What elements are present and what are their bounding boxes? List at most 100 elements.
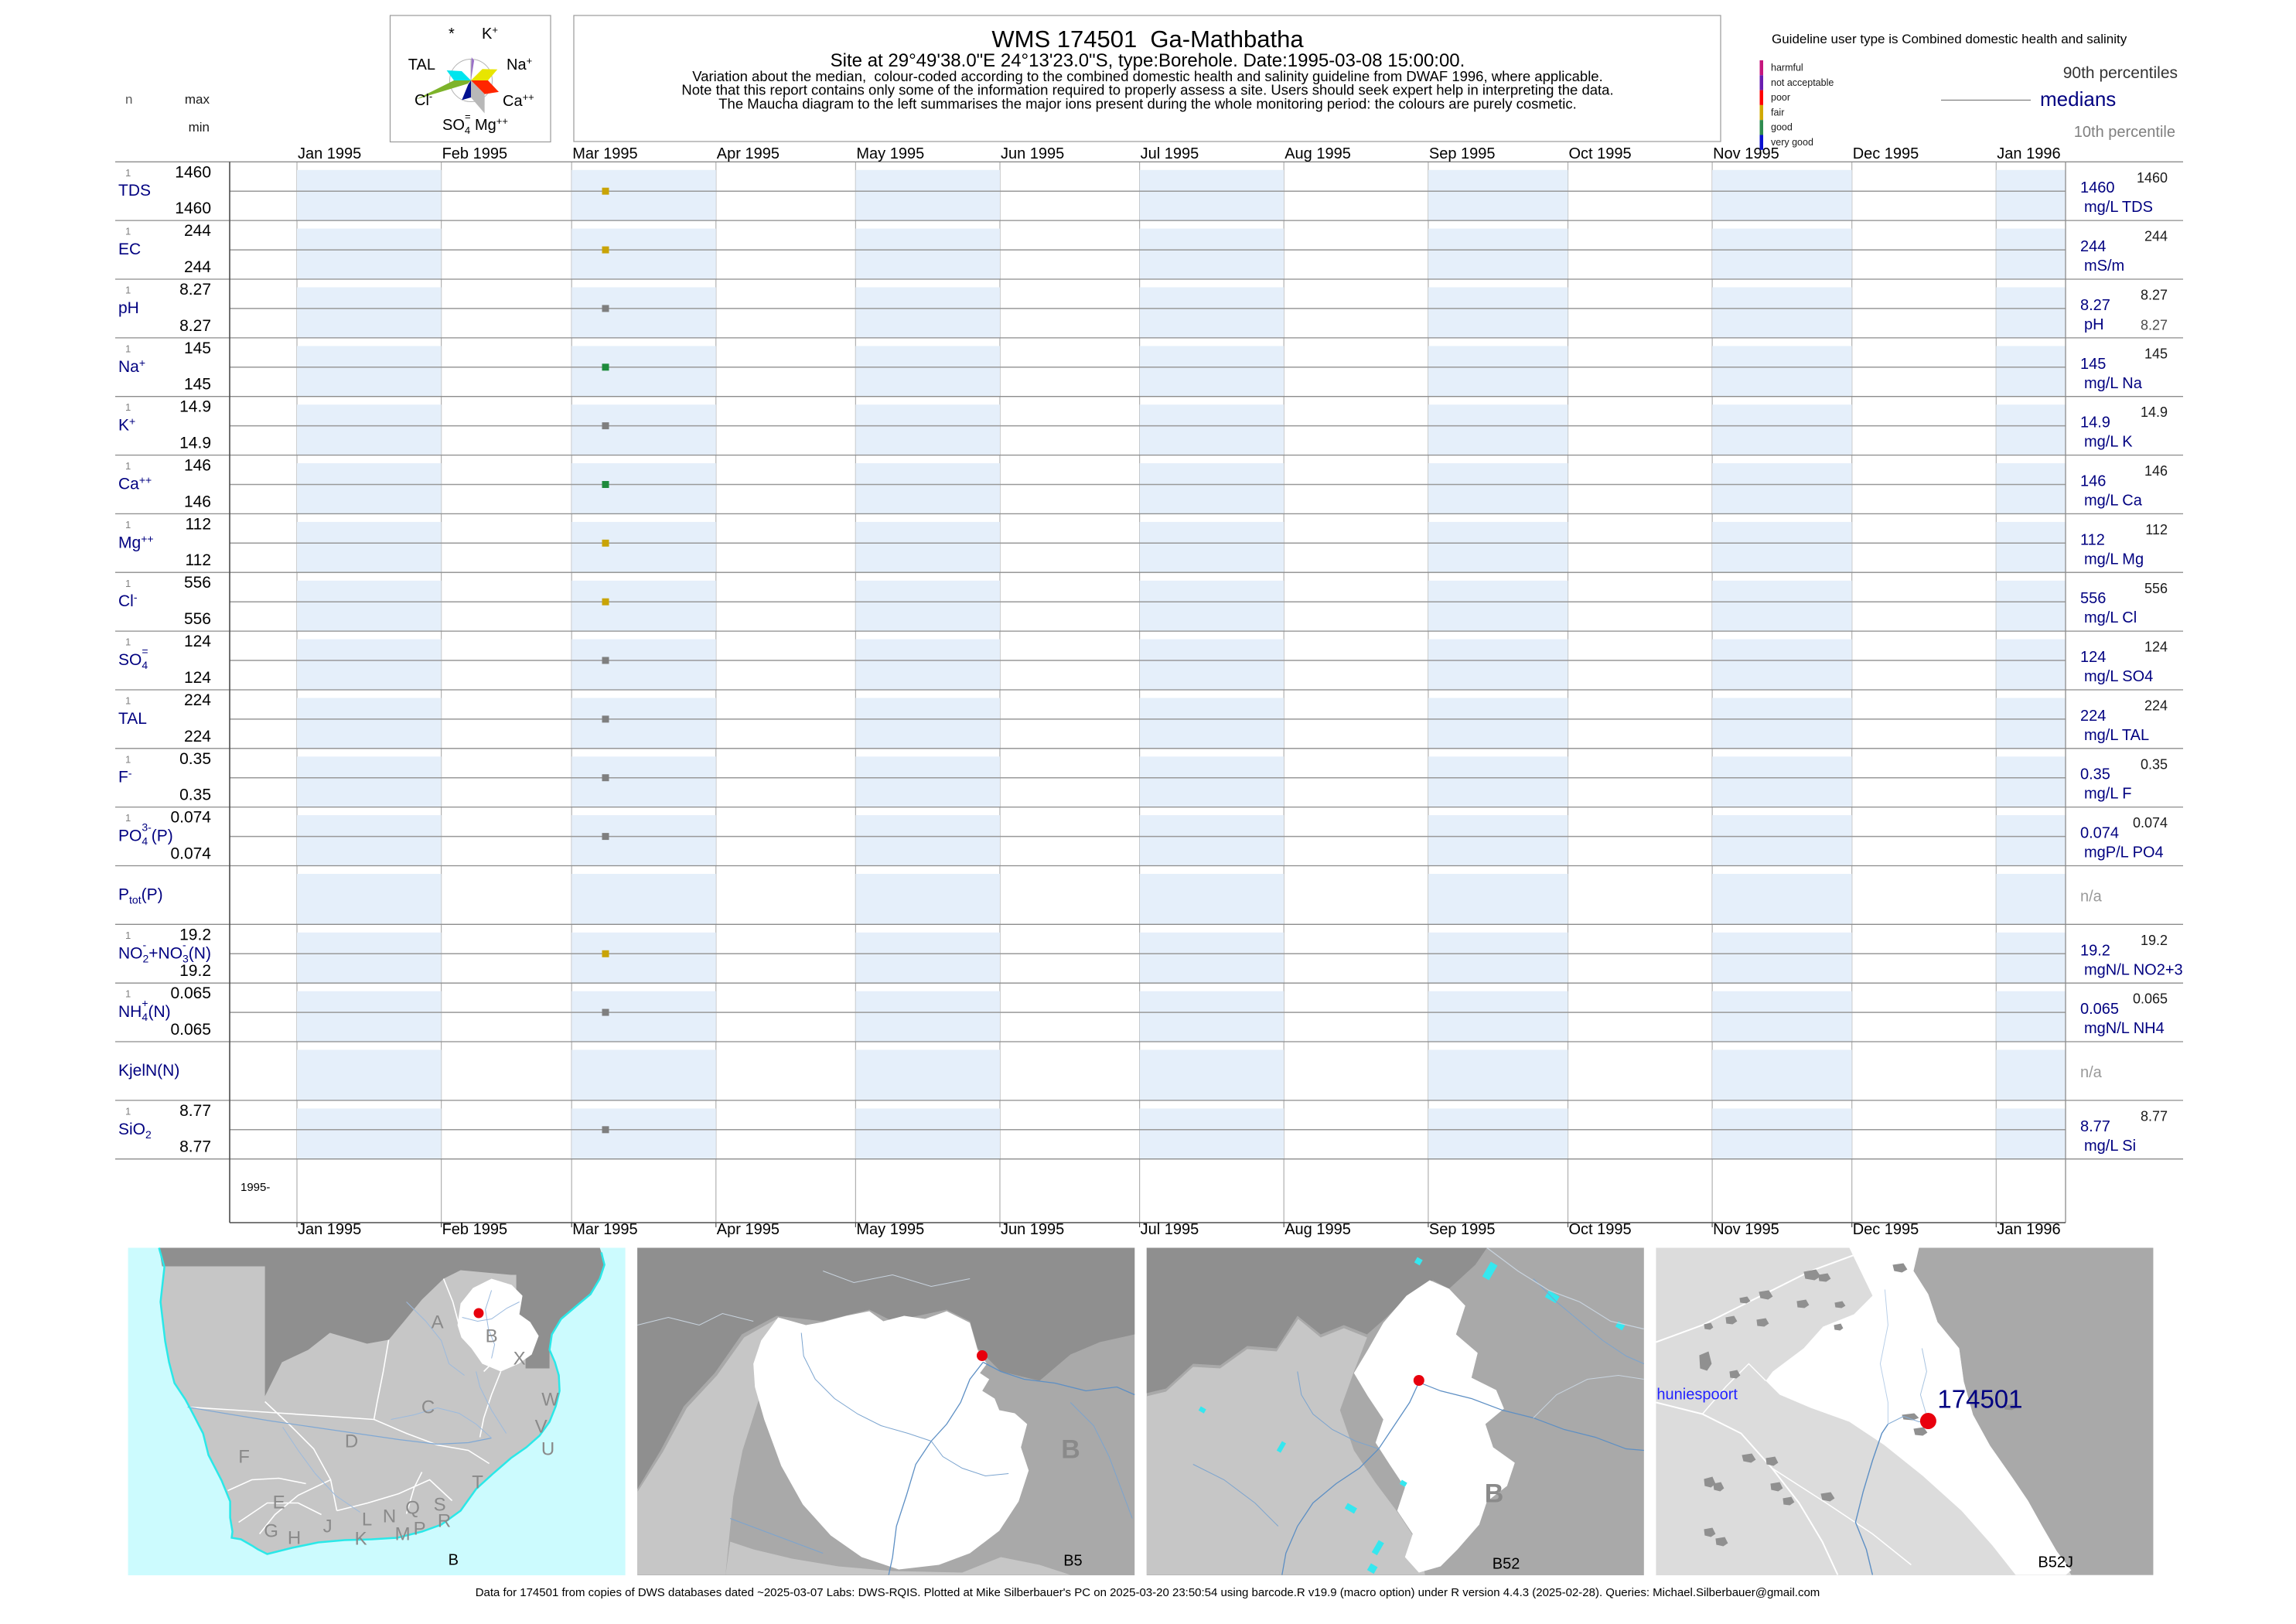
svg-text:112: 112 <box>186 551 211 569</box>
svg-text:224: 224 <box>2080 708 2106 725</box>
svg-text:14.9: 14.9 <box>2141 404 2168 420</box>
svg-text:Jan 1996: Jan 1996 <box>1997 145 2060 162</box>
svg-text:Ca++: Ca++ <box>118 474 152 493</box>
svg-text:1: 1 <box>125 988 131 1000</box>
svg-text:1: 1 <box>125 401 131 413</box>
svg-text:pH: pH <box>2084 316 2104 333</box>
svg-text:NH4+(N): NH4+(N) <box>118 997 171 1023</box>
svg-text:mg/L K: mg/L K <box>2084 434 2133 451</box>
svg-text:Jan 1995: Jan 1995 <box>298 1221 361 1238</box>
svg-text:n/a: n/a <box>2080 1064 2103 1081</box>
svg-text:K+: K+ <box>118 415 135 435</box>
svg-text:1: 1 <box>125 753 131 765</box>
svg-text:1: 1 <box>125 460 131 472</box>
svg-text:KjelN(N): KjelN(N) <box>118 1062 179 1080</box>
svg-text:B: B <box>1061 1435 1080 1465</box>
svg-text:145: 145 <box>184 376 211 394</box>
svg-text:10th percentile: 10th percentile <box>2074 124 2175 141</box>
svg-text:112: 112 <box>2145 522 2168 537</box>
svg-text:F: F <box>238 1447 250 1468</box>
svg-text:mg/L TDS: mg/L TDS <box>2084 199 2153 216</box>
svg-text:1: 1 <box>125 636 131 648</box>
svg-text:Data for 174501 from copies of: Data for 174501 from copies of DWS datab… <box>476 1586 1820 1599</box>
svg-text:14.9: 14.9 <box>2080 415 2110 432</box>
svg-text:May 1995: May 1995 <box>856 1221 924 1238</box>
svg-text:8.77: 8.77 <box>2080 1118 2110 1135</box>
svg-text:Variation about the median, c: Variation about the median, colour-coded… <box>692 68 1602 84</box>
svg-text:0.074: 0.074 <box>170 809 211 827</box>
svg-text:556: 556 <box>184 610 211 628</box>
svg-text:1: 1 <box>125 226 131 237</box>
svg-text:TDS: TDS <box>118 182 151 200</box>
svg-text:Mar 1995: Mar 1995 <box>572 1221 638 1238</box>
svg-text:224: 224 <box>184 691 211 709</box>
svg-text:8.27: 8.27 <box>2141 288 2168 303</box>
svg-text:244: 244 <box>2080 238 2106 255</box>
svg-text:174501: 174501 <box>1937 1385 2022 1414</box>
svg-text:D: D <box>345 1431 358 1452</box>
svg-text:E: E <box>273 1493 285 1513</box>
svg-text:B52: B52 <box>1493 1556 1520 1573</box>
svg-text:14.9: 14.9 <box>179 398 211 416</box>
svg-text:G: G <box>264 1521 278 1542</box>
svg-text:huniespoort: huniespoort <box>1656 1387 1738 1404</box>
svg-text:14.9: 14.9 <box>179 435 211 452</box>
svg-text:1460: 1460 <box>175 163 211 181</box>
svg-text:145: 145 <box>2080 356 2106 373</box>
svg-text:0.065: 0.065 <box>170 984 211 1002</box>
svg-text:Jan 1995: Jan 1995 <box>298 145 361 162</box>
svg-text:Ca++: Ca++ <box>503 91 534 110</box>
svg-text:244: 244 <box>184 258 211 276</box>
svg-text:F-: F- <box>118 767 132 786</box>
svg-text:very good: very good <box>1771 137 1813 148</box>
svg-text:The Maucha diagram to the left: The Maucha diagram to the left summarise… <box>718 96 1577 112</box>
svg-text:SiO2: SiO2 <box>118 1121 152 1141</box>
svg-text:1460: 1460 <box>175 200 211 217</box>
svg-text:Jun 1995: Jun 1995 <box>1001 145 1064 162</box>
svg-text:Na+: Na+ <box>118 357 145 376</box>
svg-text:1460: 1460 <box>2137 170 2168 186</box>
svg-text:Site at 29°49'38.0"E 24°13'23.: Site at 29°49'38.0"E 24°13'23.0"S, type:… <box>831 50 1465 71</box>
svg-text:1995-: 1995- <box>241 1181 270 1194</box>
svg-text:mg/L TAL: mg/L TAL <box>2084 727 2149 744</box>
svg-text:Sep 1995: Sep 1995 <box>1429 145 1496 162</box>
svg-text:TAL: TAL <box>118 710 147 728</box>
svg-text:mg/L Cl: mg/L Cl <box>2084 609 2137 626</box>
svg-text:TAL: TAL <box>408 56 435 73</box>
svg-text:n/a: n/a <box>2080 888 2103 905</box>
svg-text:H: H <box>288 1528 301 1549</box>
svg-text:n: n <box>125 92 132 107</box>
svg-text:90th percentiles: 90th percentiles <box>2063 64 2178 82</box>
svg-text:M: M <box>395 1524 411 1545</box>
svg-text:Oct 1995: Oct 1995 <box>1569 145 1632 162</box>
svg-text:Nov 1995: Nov 1995 <box>1713 1221 1779 1238</box>
svg-text:Mar 1995: Mar 1995 <box>572 145 638 162</box>
svg-text:mgN/L NH4: mgN/L NH4 <box>2084 1020 2165 1037</box>
svg-text:May 1995: May 1995 <box>856 145 924 162</box>
svg-text:Aug 1995: Aug 1995 <box>1284 1221 1351 1238</box>
svg-text:good: good <box>1771 122 1793 133</box>
svg-text:J: J <box>323 1517 333 1537</box>
svg-text:Cl-: Cl- <box>118 591 138 610</box>
svg-text:min: min <box>189 120 210 135</box>
svg-text:1: 1 <box>125 343 131 354</box>
svg-text:Jun 1995: Jun 1995 <box>1001 1221 1064 1238</box>
svg-text:Apr 1995: Apr 1995 <box>717 1221 780 1238</box>
svg-text:0.074: 0.074 <box>170 845 211 863</box>
svg-text:Feb 1995: Feb 1995 <box>442 145 508 162</box>
svg-text:A: A <box>432 1312 444 1333</box>
svg-text:W: W <box>541 1390 559 1411</box>
svg-text:B: B <box>486 1326 498 1347</box>
svg-text:T: T <box>472 1472 483 1493</box>
svg-text:S: S <box>434 1495 446 1516</box>
svg-text:K: K <box>355 1529 367 1550</box>
svg-text:1: 1 <box>125 930 131 941</box>
svg-text:0.35: 0.35 <box>179 786 211 804</box>
svg-text:1: 1 <box>125 167 131 179</box>
svg-text:NO2-+NO3-(N): NO2- +NO3- (N) <box>118 938 211 964</box>
svg-text:0.065: 0.065 <box>2133 991 2168 1007</box>
svg-text:8.27: 8.27 <box>2080 297 2110 314</box>
svg-text:124: 124 <box>184 633 211 650</box>
svg-text:R: R <box>438 1511 451 1532</box>
svg-text:1460: 1460 <box>2080 179 2115 196</box>
